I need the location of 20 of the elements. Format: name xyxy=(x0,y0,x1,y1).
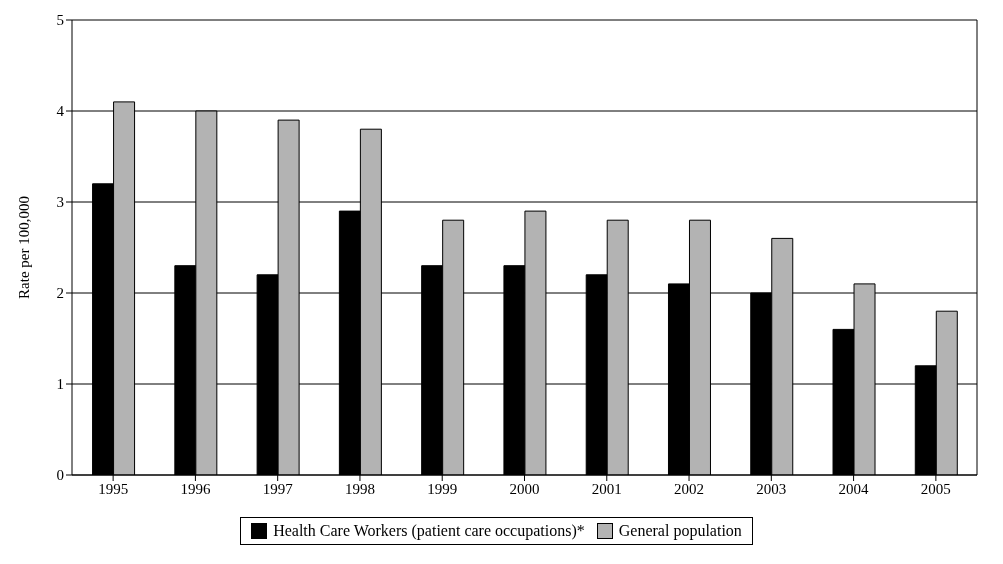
y-tick-label: 4 xyxy=(56,103,65,120)
x-tick-label: 1995 xyxy=(98,480,129,497)
legend-label: Health Care Workers (patient care occupations)* xyxy=(273,522,585,540)
x-tick-label: 2000 xyxy=(509,480,540,497)
y-tick-label: 1 xyxy=(56,376,64,393)
x-tick-label: 2001 xyxy=(591,480,622,497)
x-tick-label: 2003 xyxy=(756,480,787,497)
y-tick-label: 5 xyxy=(56,12,64,29)
y-tick-label: 3 xyxy=(56,194,64,211)
y-axis-title: Rate per 100,000 xyxy=(16,196,33,299)
x-tick-label: 2004 xyxy=(838,480,870,497)
x-tick-label: 1996 xyxy=(180,480,211,497)
y-tick-label: 2 xyxy=(56,285,64,302)
x-tick-label: 1999 xyxy=(427,480,458,497)
x-tick-label: 2002 xyxy=(674,480,705,497)
y-tick-label: 0 xyxy=(56,467,64,484)
x-tick-label: 1997 xyxy=(262,480,294,497)
legend-label: General population xyxy=(618,522,742,540)
x-tick-label: 1998 xyxy=(344,480,375,497)
x-tick-label: 2005 xyxy=(920,480,951,497)
